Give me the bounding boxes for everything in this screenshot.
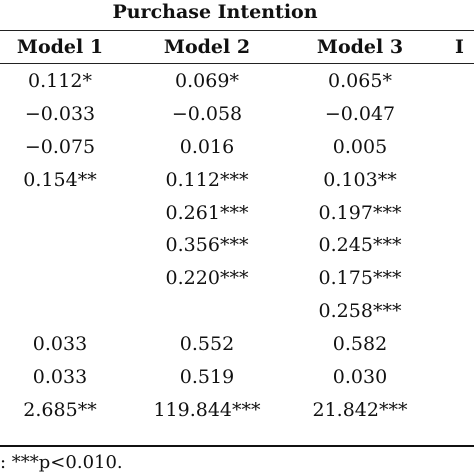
table-cell: 0.069* (175, 70, 239, 92)
table-row: 0.220*** 0.175*** (0, 263, 474, 296)
table-body: 0.112* 0.069* 0.065* −0.033 −0.058 −0.04… (0, 66, 474, 428)
table-cell: 0.112* (28, 70, 92, 92)
table-cell: 2.685** (23, 398, 97, 421)
table-row: 0.154** 0.112*** 0.103** (0, 165, 474, 198)
column-header-divider (0, 63, 474, 64)
column-header-model-4-partial: I (455, 36, 464, 58)
table-cell: −0.075 (24, 135, 96, 158)
table-cell: 0.112*** (165, 168, 249, 191)
table-row: 0.356*** 0.245*** (0, 230, 474, 263)
column-header-model-2: Model 2 (163, 36, 251, 58)
table-cell: 0.356*** (165, 234, 249, 257)
table-cell: 0.154** (23, 168, 97, 191)
table-cell: 0.261*** (165, 201, 249, 224)
table-row: 0.112* 0.069* 0.065* (0, 66, 474, 99)
table-cell: 0.245*** (318, 234, 402, 257)
table-cell: 0.005 (332, 135, 388, 158)
table-cell: 0.220*** (165, 267, 249, 290)
table-cell: 119.844*** (153, 398, 261, 421)
table-cell: −0.058 (171, 102, 243, 125)
table-bottom-border (0, 445, 474, 447)
table-cell: 0.582 (332, 333, 388, 356)
significance-footnote: : ***p<0.010. (0, 452, 123, 473)
table-cell: 0.030 (332, 366, 388, 389)
table-cell: 0.065* (328, 70, 392, 92)
table-cell: 0.016 (179, 135, 235, 158)
column-header-model-3: Model 3 (316, 36, 404, 58)
table-row: 0.033 0.552 0.582 (0, 329, 474, 362)
table-cell: 0.258*** (318, 300, 402, 323)
table-cell: 0.103** (323, 168, 397, 191)
table-cell: 21.842*** (312, 398, 408, 421)
table-row: −0.033 −0.058 −0.047 (0, 99, 474, 132)
table-cell: 0.175*** (318, 267, 402, 290)
table-cell: −0.047 (324, 102, 396, 125)
table-row: 2.685** 119.844*** 21.842*** (0, 395, 474, 428)
table-cell: −0.033 (24, 102, 96, 125)
table-cell: 0.519 (179, 366, 235, 389)
table-cell: 0.033 (32, 333, 88, 356)
header-divider (0, 30, 474, 31)
table-cell: 0.552 (179, 333, 235, 356)
column-header-row: Model 1 Model 2 Model 3 I (0, 36, 474, 62)
table-cell: 0.197*** (318, 201, 402, 224)
table-cell: 0.033 (32, 366, 88, 389)
table-row: 0.258*** (0, 296, 474, 329)
group-header-purchase-intention: Purchase Intention (112, 1, 318, 23)
table-row: 0.033 0.519 0.030 (0, 362, 474, 395)
column-header-model-1: Model 1 (16, 36, 104, 58)
table-row: −0.075 0.016 0.005 (0, 132, 474, 165)
table-row: 0.261*** 0.197*** (0, 198, 474, 231)
